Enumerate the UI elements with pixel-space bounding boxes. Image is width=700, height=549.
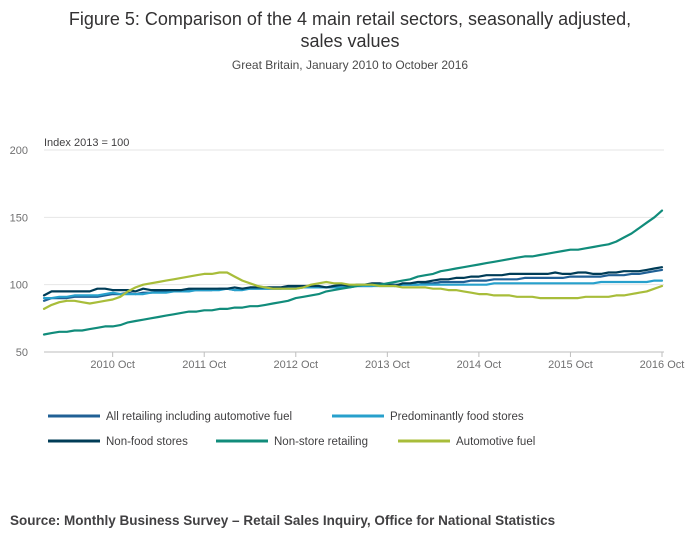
legend-label-non-food-stores: Non-food stores bbox=[106, 436, 188, 448]
source-note: Source: Monthly Business Survey – Retail… bbox=[10, 513, 556, 528]
series-line-non-food-stores bbox=[42, 266, 664, 297]
y-tick-label: 50 bbox=[16, 347, 28, 359]
x-tick-label: 2010 Oct bbox=[90, 359, 135, 371]
x-tick-label: 2013 Oct bbox=[365, 359, 410, 371]
line-chart: Index 2013 = 100 50 100 150 200 2010 Oct 2011 … bbox=[10, 137, 685, 448]
y-tick-label: 100 bbox=[10, 280, 28, 292]
y-axis-title: Index 2013 = 100 bbox=[44, 137, 129, 149]
legend-label-automotive-fuel: Automotive fuel bbox=[456, 436, 535, 448]
chart-title: Figure 5: Comparison of the 4 main retai… bbox=[0, 8, 700, 52]
y-tick-label: 150 bbox=[10, 212, 28, 224]
x-tick-label: 2014 Oct bbox=[457, 359, 502, 371]
series-line-non-store-retailing bbox=[42, 209, 664, 336]
chart-title-line-2: sales values bbox=[300, 31, 400, 51]
series-line-automotive-fuel bbox=[42, 271, 664, 310]
chart-subtitle: Great Britain, January 2010 to October 2… bbox=[231, 58, 469, 72]
legend-label-predominantly-food-stores: Predominantly food stores bbox=[390, 411, 524, 423]
chart-title-line-1: Figure 5: Comparison of the 4 main retai… bbox=[68, 9, 632, 29]
x-tick-label: 2012 Oct bbox=[273, 359, 318, 371]
series-line-predominantly-food-stores bbox=[42, 279, 664, 300]
x-tick-label: 2011 Oct bbox=[182, 359, 226, 371]
x-tick-label: 2016 Oct bbox=[640, 359, 685, 371]
x-tick-label: 2015 Oct bbox=[548, 359, 593, 371]
y-tick-label: 200 bbox=[10, 145, 28, 157]
legend-label-all-retailing-including-automotive-fuel: All retailing including automotive fuel bbox=[106, 411, 292, 423]
legend-label-non-store-retailing: Non-store retailing bbox=[274, 436, 368, 448]
